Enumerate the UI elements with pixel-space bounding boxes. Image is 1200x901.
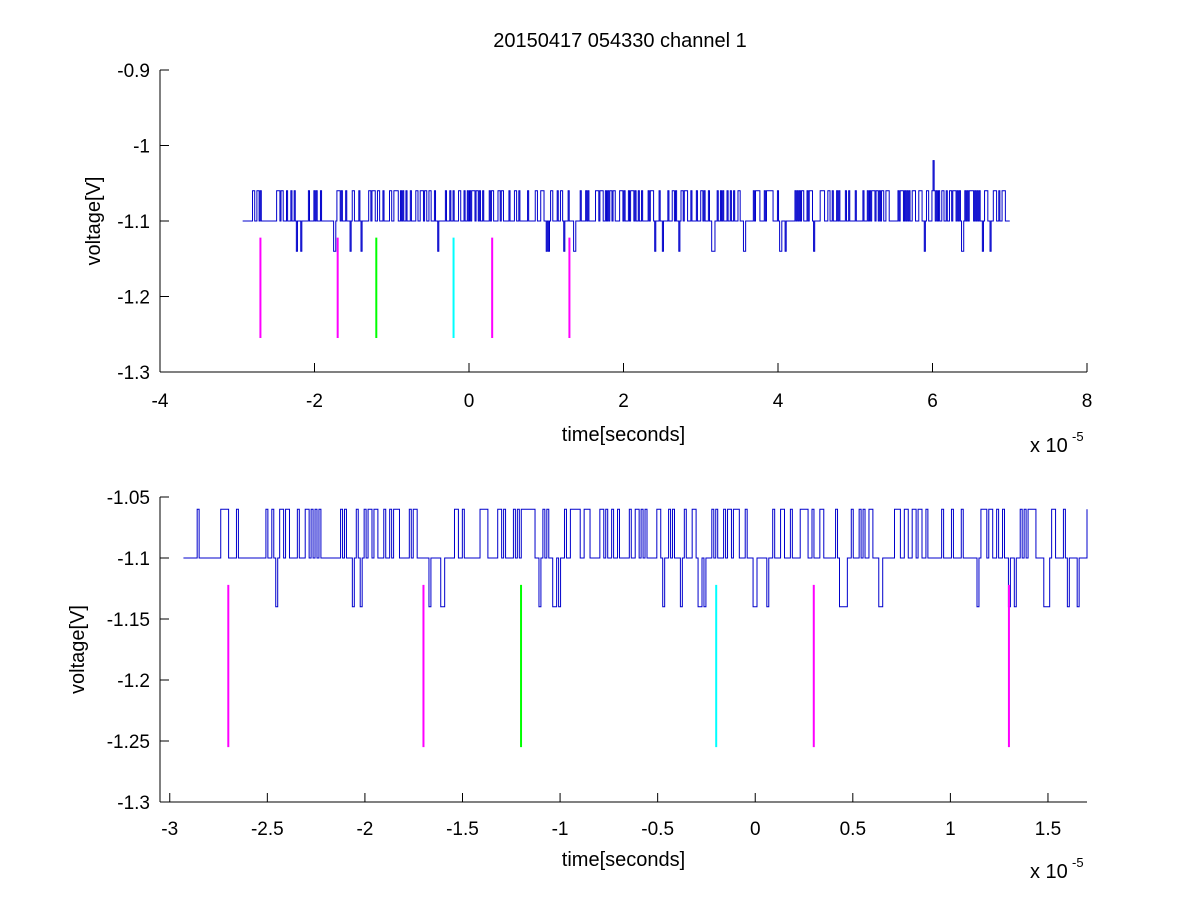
y-tick-label: -1.3 [117,793,150,814]
x-tick-label: 1 [945,819,956,840]
x-tick-label: -1.5 [446,819,479,840]
x-exponent-label: x 10 [1030,861,1068,883]
bottom-plot: -1.3 -1.25 -1.2 -1.15 -1.1 -1.05 -3 -2.5 -2 -1.5 -… [67,488,1088,883]
x-tick-label: 0 [464,391,475,412]
x-tick-label: -2.5 [251,819,284,840]
x-exponent-label: x 10 [1030,435,1068,457]
y-tick-label: -1.1 [117,549,150,570]
y-tick-label: -1.25 [107,732,150,753]
x-tick-label: -4 [152,391,169,412]
y-axis-label: voltage[V] [83,177,105,266]
y-tick-label: -1.2 [117,671,150,692]
x-tick-label: 0.5 [840,819,866,840]
x-axis-label: time[seconds] [562,424,685,446]
top-plot: -1.3 -1.2 -1.1 -1 -0.9 -4 -2 0 2 4 6 8 time[seconds]… [83,61,1092,457]
x-axis-label: time[seconds] [562,849,685,871]
figure-title: 20150417 054330 channel 1 [493,30,747,52]
y-tick-label: -0.9 [117,61,150,82]
y-tick-label: -1.2 [117,288,150,309]
x-tick-label: -3 [161,819,178,840]
x-exponent-power: -5 [1072,855,1084,870]
x-tick-label: -2 [306,391,323,412]
y-tick-label: -1.05 [107,488,150,509]
x-tick-label: 4 [773,391,784,412]
x-tick-label: 1.5 [1035,819,1061,840]
x-tick-label: -2 [356,819,373,840]
voltage-trace [183,508,1088,608]
x-tick-label: -0.5 [641,819,674,840]
x-tick-label: 8 [1082,391,1093,412]
voltage-trace [242,160,1010,252]
x-tick-label: 0 [750,819,761,840]
y-tick-label: -1 [133,137,150,158]
x-tick-label: -1 [552,819,569,840]
x-exponent-power: -5 [1072,429,1084,444]
y-tick-label: -1.1 [117,212,150,233]
x-tick-label: 2 [618,391,629,412]
y-tick-label: -1.3 [117,363,150,384]
y-tick-label: -1.15 [107,610,150,631]
y-axis-label: voltage[V] [67,605,89,694]
x-tick-label: 6 [927,391,938,412]
